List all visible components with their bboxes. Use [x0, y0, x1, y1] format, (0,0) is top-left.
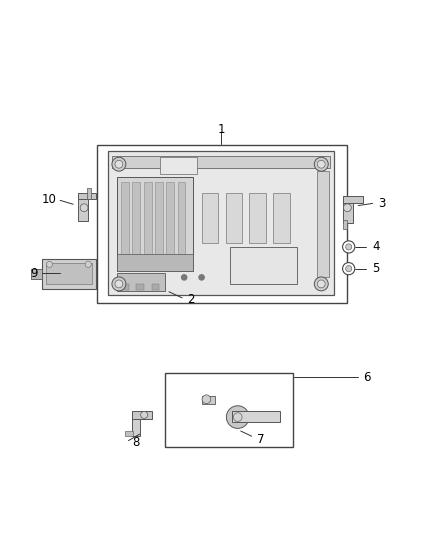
Bar: [113, 156, 330, 168]
Text: 9: 9: [30, 266, 38, 279]
Bar: [108, 151, 334, 295]
Circle shape: [318, 280, 325, 288]
Bar: [121, 182, 129, 266]
Bar: [87, 188, 92, 199]
Circle shape: [80, 204, 88, 212]
Text: 5: 5: [372, 262, 379, 275]
Bar: [343, 197, 363, 203]
Text: 10: 10: [42, 192, 57, 206]
Bar: [152, 284, 159, 289]
Circle shape: [202, 395, 211, 403]
Text: 2: 2: [187, 293, 194, 305]
Text: 1: 1: [217, 123, 225, 136]
Text: 6: 6: [363, 371, 371, 384]
Bar: [155, 182, 163, 266]
Bar: [132, 411, 152, 419]
Text: 3: 3: [378, 197, 386, 210]
Bar: [343, 220, 347, 229]
Circle shape: [233, 413, 242, 422]
Bar: [201, 192, 218, 243]
Bar: [165, 373, 293, 447]
Text: 8: 8: [133, 437, 140, 449]
Bar: [232, 411, 280, 422]
Bar: [117, 254, 193, 271]
Bar: [31, 269, 42, 279]
Circle shape: [346, 244, 352, 250]
Bar: [160, 157, 197, 174]
Bar: [136, 284, 144, 289]
Circle shape: [318, 160, 325, 168]
Bar: [117, 273, 165, 292]
Bar: [78, 193, 96, 199]
Circle shape: [314, 157, 328, 171]
Circle shape: [182, 275, 187, 280]
Bar: [343, 199, 353, 223]
Circle shape: [314, 277, 328, 291]
Bar: [317, 171, 329, 277]
Bar: [250, 192, 266, 243]
Text: 7: 7: [257, 433, 264, 446]
Text: 4: 4: [372, 240, 379, 253]
Circle shape: [115, 160, 123, 168]
Bar: [226, 192, 242, 243]
Bar: [201, 396, 215, 403]
Bar: [117, 177, 193, 271]
Bar: [132, 413, 140, 436]
Circle shape: [115, 280, 123, 288]
Bar: [46, 263, 92, 284]
Circle shape: [112, 277, 126, 291]
Bar: [273, 192, 290, 243]
Circle shape: [343, 241, 355, 253]
Bar: [144, 182, 152, 266]
Circle shape: [85, 261, 91, 268]
Circle shape: [346, 265, 352, 272]
Circle shape: [199, 275, 204, 280]
Bar: [78, 197, 88, 221]
Circle shape: [46, 261, 53, 268]
Bar: [166, 182, 174, 266]
Bar: [97, 144, 347, 303]
Circle shape: [343, 263, 355, 275]
Bar: [178, 182, 185, 266]
Bar: [132, 182, 140, 266]
Circle shape: [226, 406, 249, 429]
Circle shape: [343, 204, 351, 212]
Circle shape: [112, 157, 126, 171]
Bar: [42, 259, 96, 289]
Circle shape: [141, 411, 148, 418]
Bar: [230, 247, 297, 284]
Bar: [125, 431, 133, 436]
Bar: [121, 284, 129, 289]
